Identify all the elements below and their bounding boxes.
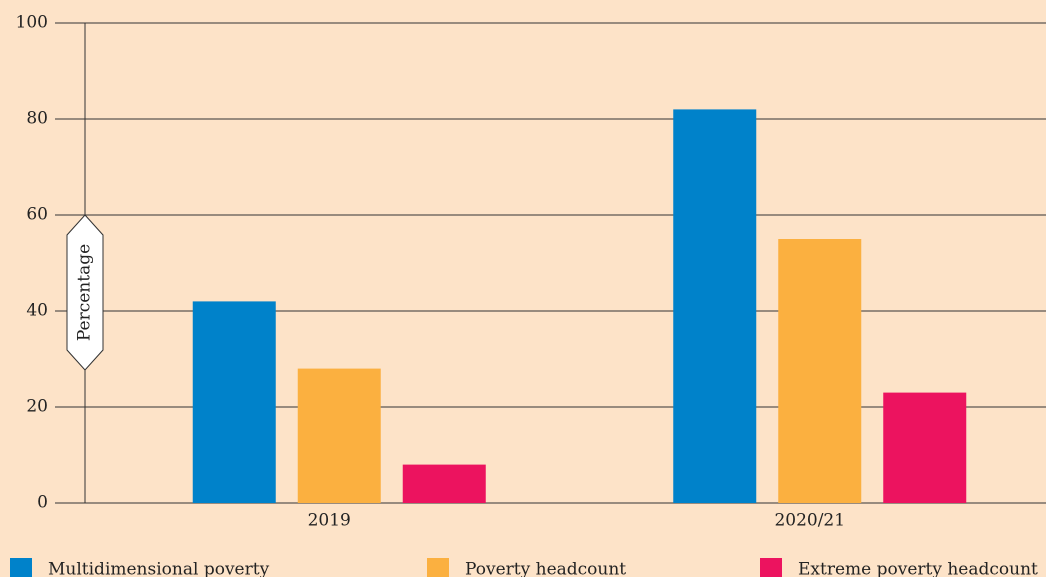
legend-swatch bbox=[10, 558, 32, 577]
y-tick-label: 60 bbox=[26, 205, 48, 225]
x-tick-label: 2019 bbox=[308, 511, 351, 531]
legend-label: Multidimensional poverty bbox=[48, 560, 270, 577]
x-tick-label: 2020/21 bbox=[774, 511, 845, 531]
bar bbox=[402, 464, 486, 503]
y-label-tag bbox=[66, 214, 104, 371]
legend-label: Poverty headcount bbox=[465, 560, 626, 577]
y-tick-label: 0 bbox=[37, 493, 48, 513]
legend-label: Extreme poverty headcount bbox=[798, 560, 1038, 577]
bar bbox=[297, 368, 381, 503]
bar bbox=[192, 301, 276, 503]
y-tick-label: 20 bbox=[26, 397, 48, 417]
legend-swatch bbox=[760, 558, 782, 577]
bar bbox=[883, 392, 967, 503]
y-axis-label: Percentage bbox=[75, 244, 95, 341]
y-tick-label: 40 bbox=[26, 301, 48, 321]
y-tick-label: 100 bbox=[16, 13, 48, 33]
bar bbox=[673, 109, 757, 504]
bar bbox=[778, 239, 862, 503]
y-tick-label: 80 bbox=[26, 109, 48, 129]
legend-swatch bbox=[427, 558, 449, 577]
